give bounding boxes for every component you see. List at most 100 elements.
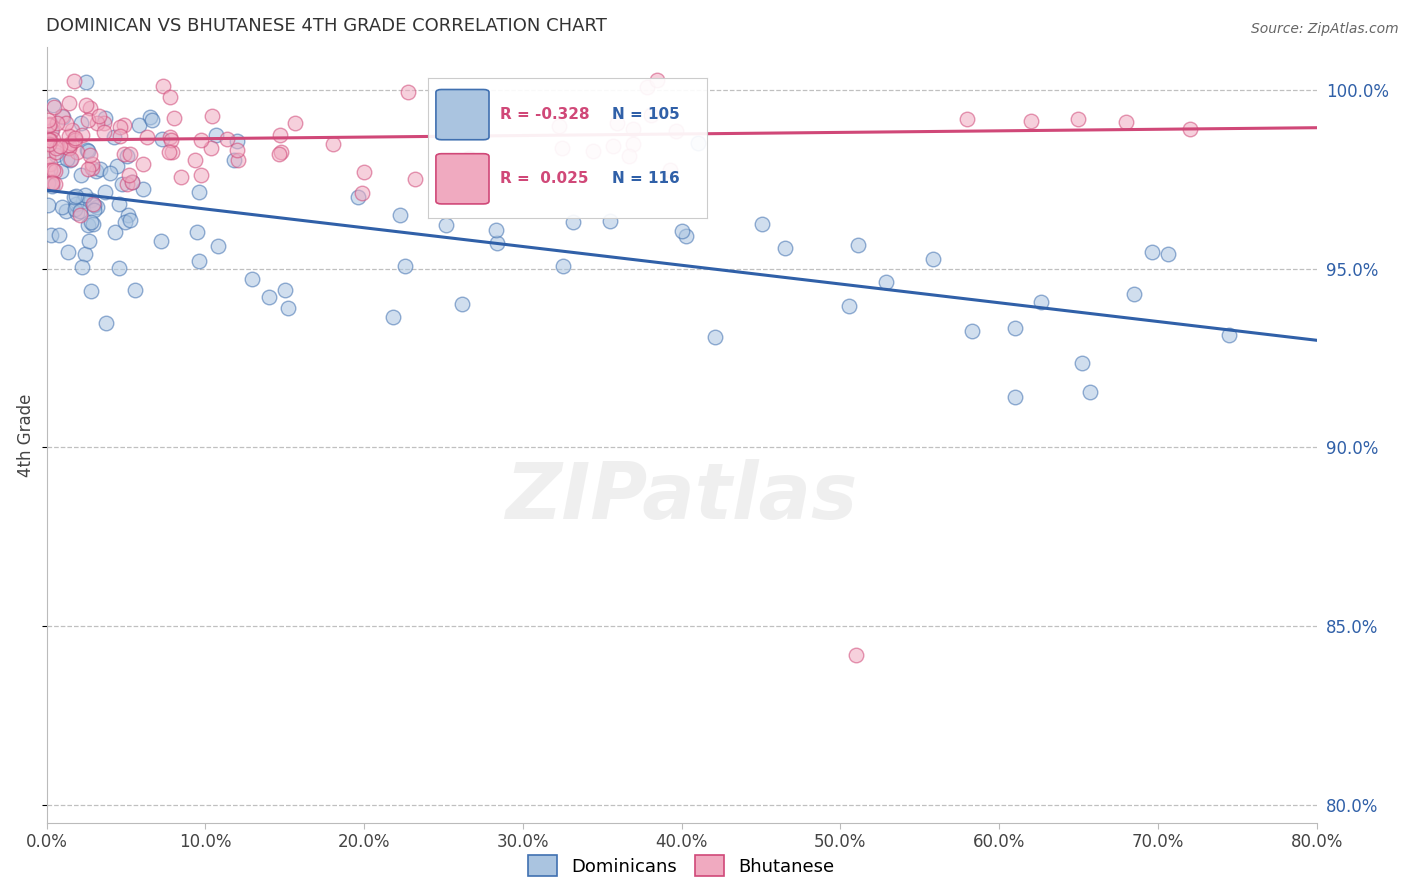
Text: DOMINICAN VS BHUTANESE 4TH GRADE CORRELATION CHART: DOMINICAN VS BHUTANESE 4TH GRADE CORRELA… <box>46 17 607 35</box>
Point <box>284 116 307 130</box>
Point <box>120 213 142 227</box>
Point <box>353 165 375 179</box>
Point <box>170 170 193 185</box>
Point <box>37 197 59 211</box>
Point <box>48 227 70 242</box>
Point <box>65 133 87 147</box>
Point <box>186 225 208 239</box>
Point <box>38 157 60 171</box>
Point <box>200 141 222 155</box>
Point <box>70 168 93 182</box>
Point <box>44 164 66 178</box>
Point <box>562 214 585 228</box>
Point <box>65 196 87 211</box>
Point <box>60 136 83 151</box>
Point <box>434 218 457 232</box>
Point <box>58 128 80 143</box>
Point <box>124 283 146 297</box>
Point <box>41 178 63 193</box>
Point <box>73 188 96 202</box>
Point <box>82 217 104 231</box>
Point <box>89 162 111 177</box>
Point <box>38 133 60 147</box>
Point <box>131 182 153 196</box>
Point <box>38 117 60 131</box>
Point <box>66 145 89 159</box>
Point <box>704 330 727 344</box>
Point <box>79 235 101 249</box>
Point <box>551 259 574 273</box>
Point <box>69 208 91 222</box>
Point <box>1140 244 1163 259</box>
Point <box>55 116 77 130</box>
Point <box>240 272 263 286</box>
Point <box>103 130 125 145</box>
Point <box>128 118 150 132</box>
Point <box>270 145 292 159</box>
Point <box>108 120 131 135</box>
Point <box>87 109 110 123</box>
Point <box>599 213 621 227</box>
Point <box>224 153 246 167</box>
Point <box>451 118 474 132</box>
Point <box>548 119 571 133</box>
Point <box>160 133 183 147</box>
Point <box>38 137 60 152</box>
Point <box>100 166 122 180</box>
Point <box>675 228 697 243</box>
Point <box>875 275 897 289</box>
Point <box>83 203 105 218</box>
Point <box>115 178 138 192</box>
Point <box>1078 384 1101 399</box>
Point <box>82 157 104 171</box>
Point <box>114 215 136 229</box>
Point <box>394 260 416 274</box>
Point <box>458 151 481 165</box>
Point <box>58 141 80 155</box>
Point <box>70 260 93 274</box>
Point <box>105 159 128 173</box>
Point <box>132 157 155 171</box>
Point <box>37 113 59 128</box>
Point <box>404 171 426 186</box>
Point <box>82 197 104 211</box>
Point <box>79 193 101 207</box>
Point <box>45 115 67 129</box>
Point <box>117 208 139 222</box>
Point <box>551 141 574 155</box>
Point <box>75 98 97 112</box>
Point <box>112 118 135 132</box>
Point <box>49 164 72 178</box>
Point <box>103 225 125 239</box>
Point <box>141 112 163 127</box>
Point <box>38 118 60 132</box>
Point <box>645 73 668 87</box>
Point <box>38 163 60 178</box>
Point <box>56 140 79 154</box>
Point <box>623 122 645 136</box>
Point <box>42 100 65 114</box>
Point <box>846 238 869 252</box>
Point <box>70 128 93 143</box>
Y-axis label: 4th Grade: 4th Grade <box>17 393 35 476</box>
Point <box>267 147 290 161</box>
Point <box>44 177 66 191</box>
Point <box>77 112 100 127</box>
Point <box>773 241 796 255</box>
Point <box>41 123 63 137</box>
Point <box>52 110 75 124</box>
Point <box>322 136 344 151</box>
Point <box>1115 115 1137 129</box>
Point <box>75 75 97 89</box>
Point <box>1157 246 1180 260</box>
Point <box>121 175 143 189</box>
Point <box>83 198 105 212</box>
Point <box>79 101 101 115</box>
Point <box>190 168 212 182</box>
Point <box>84 164 107 178</box>
Point <box>76 218 98 232</box>
Point <box>51 109 73 123</box>
Point <box>347 190 370 204</box>
Point <box>277 301 299 315</box>
Legend: Dominicans, Bhutanese: Dominicans, Bhutanese <box>522 848 842 883</box>
